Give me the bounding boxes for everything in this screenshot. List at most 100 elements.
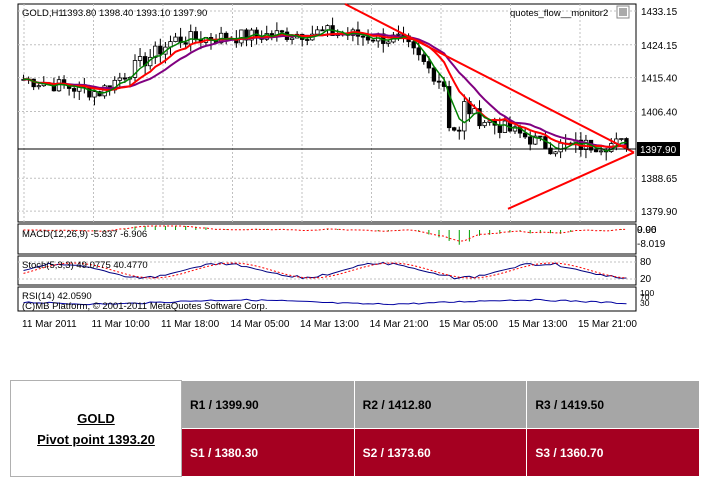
indicator-box[interactable]: [619, 8, 627, 16]
candle-body: [320, 29, 325, 32]
time-tick: 15 Mar 13:00: [509, 319, 568, 330]
candle-body: [137, 56, 143, 61]
stoch-signal-line: [23, 262, 627, 279]
candle-body: [538, 135, 543, 138]
macd-axis: 9.960.00 -8.019: [637, 225, 666, 250]
stoch-panel: [17, 255, 637, 286]
candle-body: [244, 29, 249, 41]
candle-body: [305, 39, 310, 41]
candle-body: [593, 149, 599, 153]
time-tick: 14 Mar 05:00: [231, 319, 290, 330]
time-tick: 14 Mar 13:00: [300, 319, 359, 330]
candle-body: [446, 86, 452, 129]
candle-body: [452, 127, 457, 131]
candle-body: [173, 36, 178, 43]
stoch-tick: 20: [640, 274, 652, 285]
current-price-marker: [637, 142, 680, 156]
chart-symbol: GOLD,H1: [22, 8, 64, 19]
candle-body: [396, 33, 401, 36]
time-tick: 11 Mar 2011: [22, 319, 77, 330]
rsi-tick: 30: [640, 298, 650, 308]
ma-mid-line: [23, 31, 627, 148]
price-tick: 1433.15: [641, 7, 678, 18]
r3-cell: R3 / 1419.50: [526, 380, 700, 429]
candle-body: [289, 37, 295, 40]
rsi-line: [23, 298, 627, 306]
r1-cell: R1 / 1399.90: [181, 380, 355, 429]
candle-body: [360, 35, 366, 38]
price-tick: 1388.65: [641, 174, 678, 185]
candle-body: [619, 138, 624, 140]
stoch-label: Stoch(5,3,3) 49.0775 40.4770: [22, 260, 148, 271]
price-tick: 1415.40: [641, 74, 678, 85]
stoch-tick: 80: [640, 257, 652, 268]
macd-label: MACD(12,26,9) -5.837 -6.906: [22, 229, 147, 240]
candle-body: [477, 108, 482, 127]
pivot-symbol: GOLD: [77, 410, 115, 426]
price-axis: 1433.15 1424.15 1415.40 1406.40 1388.65 1379.…: [641, 7, 678, 218]
time-tick: 15 Mar 05:00: [439, 319, 498, 330]
macd-signal-line: [23, 225, 627, 242]
stoch-main-line: [23, 261, 627, 280]
time-tick: 14 Mar 21:00: [370, 319, 429, 330]
time-tick: 15 Mar 21:00: [578, 319, 637, 330]
candle-body: [158, 45, 163, 55]
time-tick: 11 Mar 18:00: [161, 319, 220, 330]
candle-body: [558, 142, 563, 153]
candle-body: [426, 61, 432, 69]
trendlines: [344, 3, 635, 210]
candle-body: [416, 47, 421, 56]
trendline-upper: [344, 3, 635, 154]
candle-body: [239, 29, 244, 44]
candle-body: [370, 39, 376, 42]
candle-body: [411, 41, 416, 49]
candle-body: [522, 132, 528, 138]
candle-body: [92, 91, 97, 98]
s2-cell: S2 / 1373.60: [353, 428, 528, 477]
price-tick: 1424.15: [641, 41, 678, 52]
candle-body: [598, 150, 604, 153]
current-price-label: 1397.90: [640, 145, 677, 156]
candle-body: [132, 60, 138, 78]
rsi-panel: [17, 286, 637, 312]
candle-body: [436, 80, 442, 83]
price-panel: [17, 3, 637, 223]
candle-body: [117, 77, 122, 81]
candle-body: [497, 124, 502, 133]
candle-body: [548, 147, 553, 155]
rsi-tick: 100: [640, 288, 654, 298]
pivot-table: GOLD Pivot point 1393.20 R1 / 1399.90 R2…: [10, 380, 700, 477]
ma-fast-line: [23, 29, 627, 152]
candle-body: [72, 88, 77, 92]
candle-body: [528, 136, 533, 145]
price-tick: 1406.40: [641, 107, 678, 118]
stoch-axis: 80 20: [640, 257, 652, 285]
candle-body: [457, 129, 462, 132]
candle-body: [386, 41, 391, 44]
candle-body: [193, 31, 198, 40]
candle-body: [153, 45, 158, 58]
price-chart: GOLD,H1 1393.80 1398.40 1393.10 1397.90 …: [17, 3, 680, 330]
price-tick: 1379.90: [641, 207, 678, 218]
time-axis: 11 Mar 2011 11 Mar 10:00 11 Mar 18:00 14 Ma…: [22, 319, 637, 330]
time-tick: 11 Mar 10:00: [92, 319, 151, 330]
candle-body: [36, 85, 41, 88]
trendline-lower: [507, 151, 635, 210]
candle-body: [502, 120, 508, 133]
candle-body: [431, 67, 437, 82]
indicator-name: quotes_flow__monitor2: [510, 8, 608, 19]
macd-tick: -8.019: [637, 239, 666, 250]
candle-body: [122, 77, 128, 80]
candle-body: [512, 126, 518, 132]
macd-tick: 9.96: [637, 225, 657, 236]
r2-cell: R2 / 1412.80: [353, 380, 528, 429]
candle-body: [279, 30, 285, 33]
rsi-label: RSI(14) 42.0590: [22, 291, 92, 302]
candle-body: [315, 29, 320, 35]
candle-body: [553, 151, 558, 155]
watermark: (C)MB Platform, © 2001-2011 MetaQuotes S…: [22, 301, 267, 312]
candle-body: [183, 42, 188, 45]
chart-ohlc: 1393.80 1398.40 1393.10 1397.90: [62, 8, 207, 19]
candle-body: [533, 135, 538, 145]
